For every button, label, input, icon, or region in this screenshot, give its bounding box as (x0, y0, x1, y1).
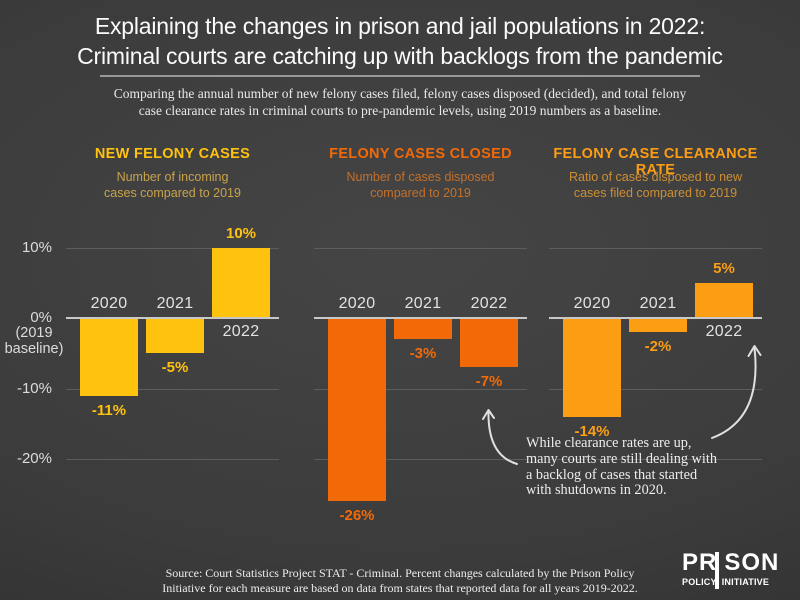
chart-1-subtitle: Number of incoming cases compared to 201… (104, 170, 241, 200)
value-label-2021: -5% (161, 359, 189, 377)
page-subtitle: Comparing the annual number of new felon… (113, 86, 687, 118)
bar-2022 (460, 318, 518, 368)
y-axis-tick-10%: 10% (21, 238, 52, 256)
gridline--10% (549, 388, 762, 390)
annotation-text: While clearance rates are up, many court… (526, 435, 717, 499)
page-title: Explaining the changes in prison and jai… (77, 13, 723, 69)
gridline-10% (549, 247, 762, 249)
year-label-2022: 2022 (222, 323, 260, 340)
title-divider (100, 75, 700, 77)
chart-3-subtitle: Ratio of cases disposed to new cases fil… (568, 170, 743, 200)
logo-policy: POLICY (682, 577, 717, 587)
bar-2021 (629, 318, 687, 333)
logo-initiative: INITIATIVE (721, 577, 770, 587)
logo-word-policy-initiative: POLICY INITIATIVE (682, 577, 782, 587)
prison-policy-initiative-logo: PR SON POLICY INITIATIVE (682, 550, 782, 589)
bar-2021 (394, 318, 452, 340)
logo-word-prison: PR SON (682, 550, 782, 576)
year-label-2021: 2021 (639, 295, 677, 312)
logo-prison-left: PR (682, 549, 718, 576)
y-axis-tick-0%: 0% (30, 309, 52, 326)
value-label-2020: -26% (339, 507, 375, 525)
chart-2-title: FELONY CASES CLOSED (329, 146, 512, 162)
year-label-2020: 2020 (573, 295, 611, 312)
gridline-10% (66, 247, 279, 249)
bar-2022 (695, 282, 753, 318)
value-label-2022: 10% (225, 224, 257, 242)
gridline--20% (66, 459, 279, 460)
axis-baseline-note: (2019 baseline) (4, 325, 64, 357)
year-label-2022: 2022 (470, 295, 508, 312)
arrow-to-cases-closed-head-icon (482, 409, 495, 420)
arrow-to-clearance-2022-icon (711, 347, 757, 439)
bar-2020 (563, 318, 621, 417)
prison-bar-icon (715, 552, 719, 589)
chart-1-title: NEW FELONY CASES (94, 146, 251, 162)
baseline-gridline (314, 317, 527, 319)
gridline--10% (66, 388, 279, 390)
value-label-2022: 5% (713, 259, 735, 277)
baseline-gridline (549, 317, 762, 319)
gridline--10% (314, 388, 527, 390)
year-label-2021: 2021 (156, 295, 194, 312)
source-text: Source: Court Statistics Project STAT - … (162, 566, 638, 595)
y-axis-tick--20%: -20% (16, 450, 52, 467)
bar-2020 (328, 318, 386, 502)
year-label-2021: 2021 (404, 295, 442, 312)
value-label-2021: -3% (409, 345, 437, 363)
y-axis-tick--10%: -10% (16, 379, 52, 397)
value-label-2020: -11% (91, 401, 127, 419)
year-label-2022: 2022 (705, 323, 743, 340)
arrow-to-clearance-2022-head-icon (747, 345, 762, 357)
value-label-2020: -14% (574, 422, 610, 440)
bar-2022 (212, 247, 270, 318)
value-label-2021: -2% (644, 338, 672, 356)
bar-2021 (146, 318, 204, 354)
year-label-2020: 2020 (338, 295, 376, 312)
bar-2020 (80, 318, 138, 396)
arrow-to-cases-closed-bar-icon (487, 411, 518, 465)
chart-3-title: FELONY CASE CLEARANCE RATE (553, 146, 758, 178)
gridline-10% (314, 247, 527, 249)
chart-2-subtitle: Number of cases disposed compared to 201… (346, 170, 495, 200)
logo-prison-right: SON (724, 549, 780, 576)
baseline-gridline (66, 317, 279, 319)
gridline--20% (314, 459, 527, 460)
value-label-2022: -7% (475, 373, 503, 391)
gridline--20% (549, 459, 762, 460)
year-label-2020: 2020 (90, 295, 128, 312)
